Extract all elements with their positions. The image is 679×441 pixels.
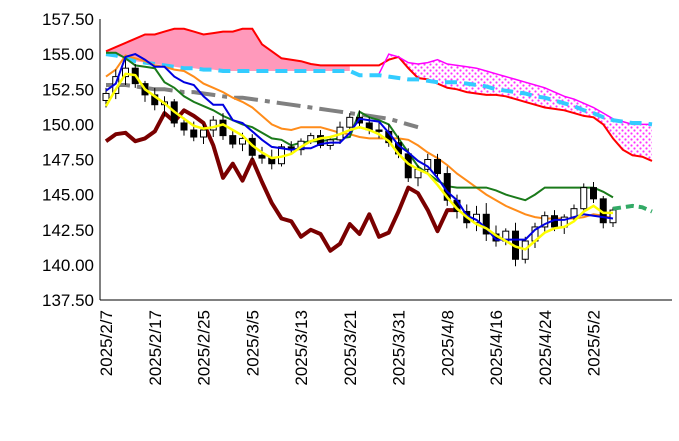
candle-body bbox=[102, 92, 110, 101]
candle-body bbox=[190, 129, 198, 138]
candle bbox=[229, 129, 237, 149]
y-tick-label: 157.50 bbox=[42, 10, 94, 29]
y-tick-label: 145.00 bbox=[42, 186, 94, 205]
candle-body bbox=[482, 213, 490, 235]
x-tick-label: 2025/3/5 bbox=[243, 310, 262, 376]
cloud-dotted-region bbox=[388, 54, 652, 161]
x-tick-label: 2025/2/7 bbox=[97, 310, 116, 376]
cloud-span-a-line bbox=[105, 27, 653, 162]
candle-body bbox=[219, 119, 227, 137]
x-tick-label: 2025/4/16 bbox=[487, 310, 506, 386]
candle-body bbox=[375, 129, 383, 132]
candle bbox=[122, 59, 129, 86]
candle-body bbox=[346, 116, 354, 128]
candle bbox=[482, 203, 490, 241]
candle-body bbox=[122, 67, 129, 78]
indicator-lines-front bbox=[104, 53, 653, 251]
candle-body bbox=[258, 154, 266, 159]
cloud-span-b-line bbox=[378, 53, 652, 126]
candle-body bbox=[239, 137, 246, 145]
candle bbox=[258, 146, 266, 164]
candle-body bbox=[580, 187, 588, 210]
candle-body bbox=[541, 215, 549, 228]
candle bbox=[590, 181, 597, 204]
candle-body bbox=[229, 135, 237, 145]
x-tick-labels: 2025/2/7 2025/2/17 2025/2/25 2025/3/5 2025/3… bbox=[97, 310, 604, 386]
base-line bbox=[105, 53, 614, 241]
y-tick-label: 150.00 bbox=[42, 115, 94, 134]
y-tick-label: 155.00 bbox=[42, 45, 94, 64]
axes bbox=[99, 19, 672, 301]
y-tick-label: 147.50 bbox=[42, 151, 94, 170]
y-tick-label: 142.50 bbox=[42, 221, 94, 240]
conversion-line bbox=[104, 72, 613, 251]
candle bbox=[326, 138, 334, 150]
x-tick-label: 2025/5/2 bbox=[585, 310, 604, 376]
candle bbox=[560, 214, 568, 234]
y-tick-label: 140.00 bbox=[42, 256, 94, 275]
candle-body bbox=[200, 129, 207, 138]
x-tick-label: 2025/3/21 bbox=[341, 310, 360, 386]
x-tick-label: 2025/4/24 bbox=[536, 310, 555, 386]
candle bbox=[268, 149, 276, 170]
candle-body bbox=[180, 122, 188, 131]
orange-line bbox=[105, 54, 614, 220]
candle-body bbox=[590, 187, 597, 200]
y-tick-label: 152.50 bbox=[42, 80, 94, 99]
y-tick-label: 137.50 bbox=[42, 291, 94, 310]
candle-body bbox=[609, 209, 617, 224]
lagging-span-line bbox=[104, 108, 457, 253]
x-tick-label: 2025/3/13 bbox=[292, 310, 311, 386]
x-tick-label: 2025/2/17 bbox=[146, 310, 165, 386]
candle bbox=[541, 211, 549, 233]
cloud-pink-region bbox=[106, 28, 350, 71]
candle bbox=[580, 183, 588, 213]
x-tick-label: 2025/4/8 bbox=[438, 310, 457, 376]
x-tick-label: 2025/3/31 bbox=[390, 310, 409, 386]
candle-body bbox=[434, 159, 441, 175]
candle bbox=[609, 207, 617, 227]
y-tick-labels: 137.50 140.00 142.50 145.00 147.50 150.00 152.… bbox=[42, 10, 94, 310]
ichimoku-cloud bbox=[105, 27, 653, 162]
green-dashed-line bbox=[612, 203, 653, 214]
candle bbox=[219, 113, 227, 140]
candle bbox=[434, 153, 441, 178]
candle bbox=[180, 117, 188, 136]
candle bbox=[424, 153, 432, 174]
cyan-dashed-line bbox=[105, 52, 653, 127]
x-tick-label: 2025/2/25 bbox=[195, 310, 214, 386]
